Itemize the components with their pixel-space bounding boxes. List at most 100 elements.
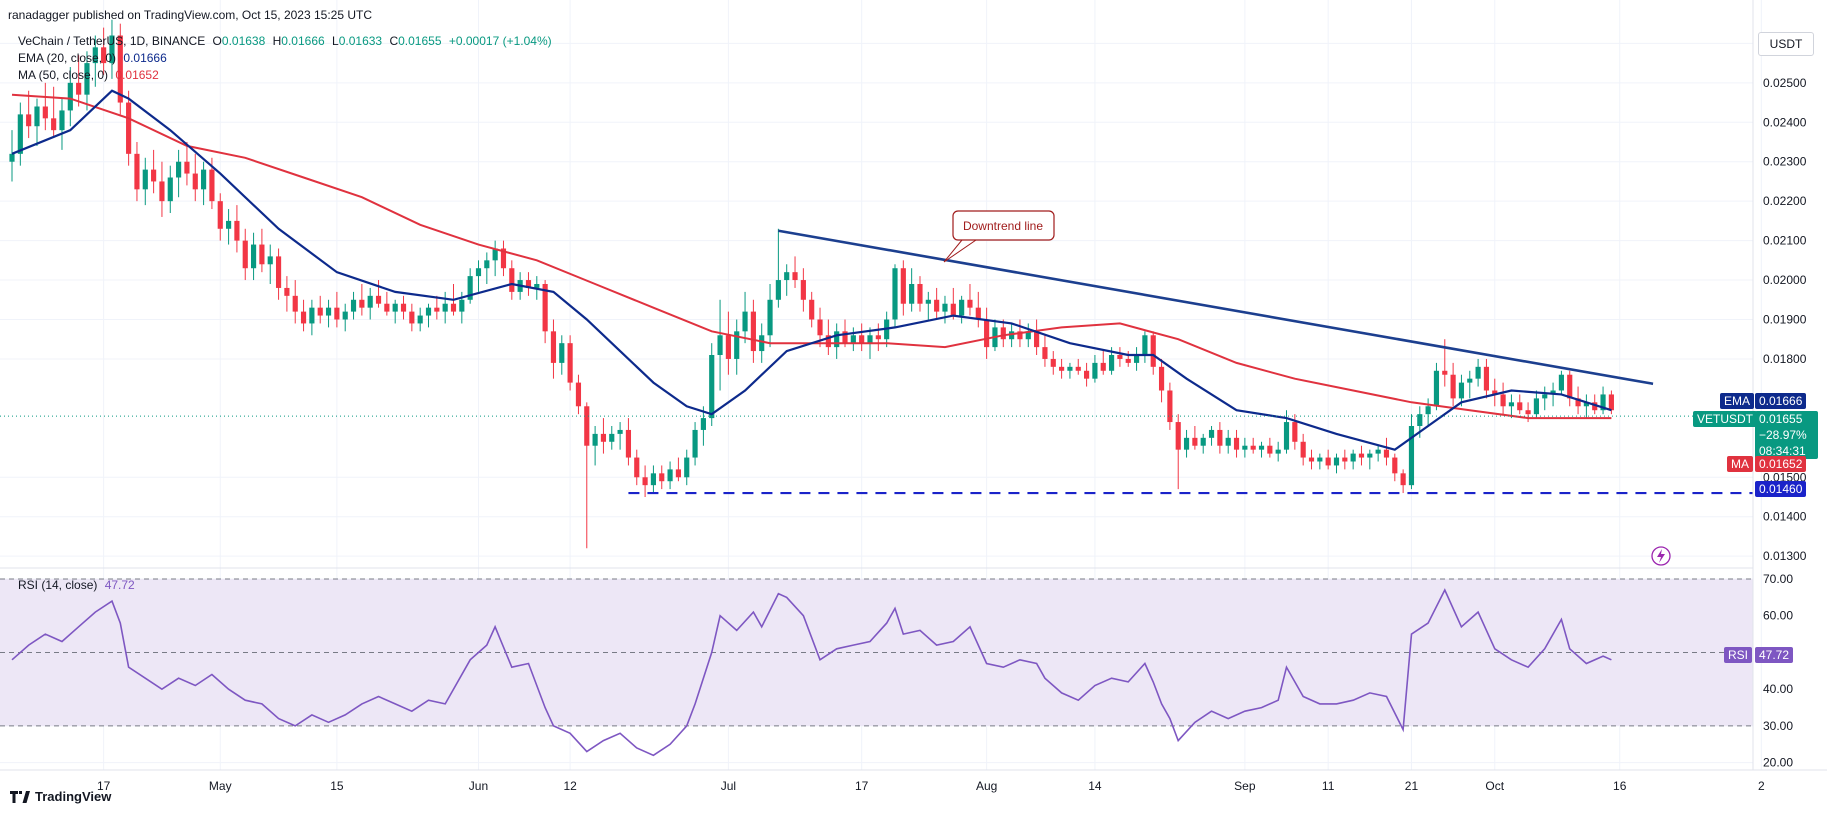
candle-body xyxy=(226,220,232,229)
currency-button[interactable]: USDT xyxy=(1758,32,1814,56)
candle-body xyxy=(975,307,981,320)
candle xyxy=(475,260,482,292)
candle xyxy=(1009,323,1015,348)
candle-body xyxy=(375,295,382,304)
candle xyxy=(1600,386,1606,415)
candle xyxy=(1125,351,1131,367)
candle-body xyxy=(1367,453,1373,458)
candle-body xyxy=(1567,374,1573,399)
candle-body xyxy=(925,299,931,304)
ma-legend-label[interactable]: MA (50, close, 0) xyxy=(18,68,109,82)
candle-body xyxy=(434,307,440,312)
candle-body xyxy=(1208,429,1215,438)
candle xyxy=(1067,362,1073,379)
candle xyxy=(126,90,132,166)
candle-body xyxy=(92,47,98,64)
candle xyxy=(1200,433,1206,454)
candle xyxy=(800,268,806,312)
ema-legend: EMA (20, close, 0) 0.01666 xyxy=(18,51,171,65)
candle-body xyxy=(625,429,632,458)
price-tick-label: 0.02000 xyxy=(1763,273,1807,287)
candle xyxy=(325,299,332,328)
rsi-legend-label[interactable]: RSI (14, close) xyxy=(18,578,98,592)
candle-body xyxy=(159,181,165,202)
candle xyxy=(1075,358,1081,375)
candle-body xyxy=(425,307,432,316)
downtrend-line xyxy=(778,229,1654,386)
candle-body xyxy=(609,433,615,442)
price-tick-label: 0.02100 xyxy=(1763,234,1807,248)
candle-body xyxy=(750,311,756,352)
candle-body xyxy=(1025,331,1031,340)
candle xyxy=(259,228,265,273)
candle-body xyxy=(1009,331,1015,340)
candle-body xyxy=(250,244,257,269)
candle-body xyxy=(59,110,65,131)
time-tick-label: 2 xyxy=(1758,779,1765,793)
candle xyxy=(650,465,657,494)
brand-name: TradingView xyxy=(35,789,112,804)
candle xyxy=(1342,449,1348,470)
candle-body xyxy=(1125,358,1131,363)
candle-body xyxy=(442,303,448,312)
candle-body xyxy=(575,382,582,407)
candle xyxy=(609,426,615,450)
price-tick-label: 0.01500 xyxy=(1763,470,1807,484)
candle-body xyxy=(334,307,340,320)
ema-legend-value: 0.01666 xyxy=(123,51,167,65)
tradingview-logo[interactable]: TradingView xyxy=(10,789,111,804)
price-tick-label: 0.02200 xyxy=(1763,194,1807,208)
candle-body xyxy=(550,331,557,363)
candle-body xyxy=(201,169,207,190)
candle xyxy=(300,299,307,332)
candle xyxy=(642,465,648,497)
candle-body xyxy=(1308,457,1315,462)
candle xyxy=(226,209,232,245)
candle xyxy=(1092,355,1098,383)
candle xyxy=(142,157,148,206)
lightning-alert-icon[interactable] xyxy=(1651,546,1671,566)
candle xyxy=(167,165,173,213)
candle xyxy=(750,299,756,363)
candle xyxy=(1433,362,1440,411)
candle-body xyxy=(1200,437,1206,446)
candle-body xyxy=(659,473,665,482)
time-tick-label: 11 xyxy=(1322,779,1335,793)
ema-legend-label[interactable]: EMA (20, close, 0) xyxy=(18,51,117,65)
candle-body xyxy=(767,299,773,336)
pct-change-label: −28.97% xyxy=(1759,428,1807,442)
candle-body xyxy=(1175,422,1181,450)
symbol-title[interactable]: VeChain / TetherUS, 1D, BINANCE xyxy=(18,34,206,48)
candle-body xyxy=(34,106,40,127)
candle xyxy=(1458,374,1465,407)
candle xyxy=(434,295,440,320)
candle xyxy=(1175,414,1181,490)
candle xyxy=(184,142,190,186)
candle xyxy=(192,153,198,202)
candle xyxy=(767,284,773,348)
candle-body xyxy=(834,331,840,348)
candle-body xyxy=(842,331,848,344)
candle xyxy=(317,295,323,324)
candle-body xyxy=(1000,327,1006,340)
candle xyxy=(1300,433,1306,466)
low-label: L xyxy=(332,34,339,48)
candle-body xyxy=(1400,473,1406,486)
candle-body xyxy=(525,280,532,288)
time-tick-label: 17 xyxy=(97,779,111,793)
candle-body xyxy=(484,260,490,269)
candle xyxy=(1317,453,1323,470)
candle xyxy=(42,82,48,131)
rsi-value-label: 47.72 xyxy=(1755,647,1794,663)
time-tick-label: May xyxy=(209,779,232,793)
rsi-line xyxy=(11,588,1612,757)
candle xyxy=(51,86,57,139)
candle xyxy=(1167,382,1173,430)
candle-body xyxy=(1525,410,1531,415)
candle-body xyxy=(217,201,223,229)
candle xyxy=(392,299,398,324)
candle xyxy=(1383,437,1390,466)
candle xyxy=(1192,426,1198,450)
candle-body xyxy=(1333,457,1340,466)
downtrend-annotation: Downtrend line xyxy=(943,210,1055,263)
